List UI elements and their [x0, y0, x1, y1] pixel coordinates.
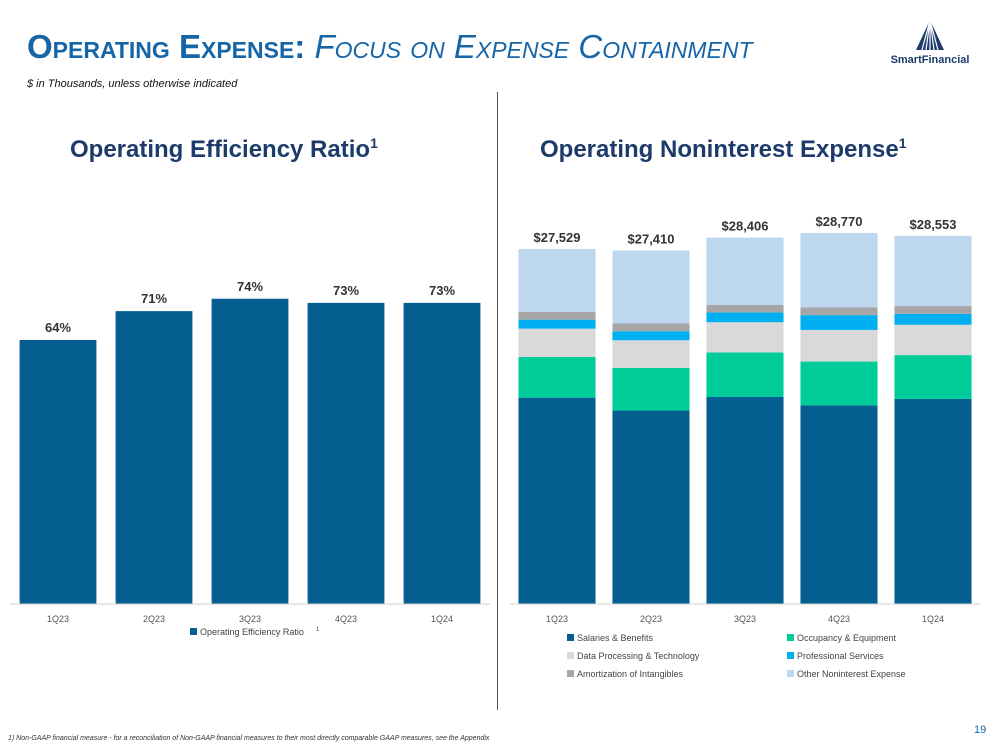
expense-segment: [706, 312, 784, 323]
expense-segment: [706, 322, 784, 353]
legend-swatch: [567, 652, 574, 659]
efficiency-bar-1Q23: [19, 340, 97, 604]
x-tick-label: 4Q23: [335, 614, 357, 624]
x-tick-label: 2Q23: [143, 614, 165, 624]
legend-swatch: [567, 670, 574, 677]
expense-segment: [800, 405, 878, 604]
expense-segment: [612, 250, 690, 324]
expense-total-label: $27,529: [534, 230, 581, 245]
legend-sup: 1: [316, 627, 320, 633]
efficiency-bar-4Q23: [307, 302, 385, 604]
expense-segment: [894, 306, 972, 314]
expense-segment: [706, 397, 784, 604]
legend-swatch: [787, 652, 794, 659]
left-chart-title-text: Operating Efficiency Ratio: [70, 136, 371, 163]
right-chart-title-sup: 1: [898, 135, 907, 151]
efficiency-value-label: 73%: [333, 283, 359, 298]
x-tick-label: 3Q23: [734, 614, 756, 624]
company-logo: SmartFinancial: [884, 18, 976, 68]
x-tick-label: 1Q23: [546, 614, 568, 624]
expense-segment: [894, 324, 972, 356]
legend-swatch: [787, 634, 794, 641]
x-tick-label: 1Q24: [922, 614, 944, 624]
expense-segment: [612, 340, 690, 368]
expense-segment: [612, 331, 690, 341]
expense-segment: [612, 367, 690, 411]
expense-segment: [612, 410, 690, 604]
expense-segment: [706, 304, 784, 313]
right-chart-title-text: Operating Noninterest Expense: [540, 136, 899, 163]
legend-label: Other Noninterest Expense: [797, 669, 906, 679]
expense-segment: [518, 328, 596, 358]
efficiency-value-label: 71%: [141, 291, 167, 306]
expense-segment: [800, 307, 878, 316]
legend-label: Professional Services: [797, 651, 884, 661]
expense-segment: [518, 397, 596, 604]
legend-label: Operating Efficiency Ratio: [200, 627, 304, 637]
x-tick-label: 1Q23: [47, 614, 69, 624]
expense-segment: [894, 313, 972, 325]
expense-segment: [518, 248, 596, 312]
noninterest-expense-chart: $27,529 1Q23 $27,410 2Q23 $28,406 3Q23 $28,770…: [510, 214, 980, 679]
section-divider: [497, 92, 498, 710]
units-note: $ in Thousands, unless otherwise indicat…: [27, 78, 238, 90]
expense-segment: [800, 315, 878, 330]
x-tick-label: 2Q23: [640, 614, 662, 624]
legend-swatch: [190, 628, 197, 635]
legend-label: Amortization of Intangibles: [577, 669, 684, 679]
title-sub: Focus on Expense Containment: [314, 28, 753, 65]
right-chart-title: Operating Noninterest Expense1: [540, 135, 907, 164]
efficiency-value-label: 73%: [429, 283, 455, 298]
expense-total-label: $28,406: [722, 219, 769, 234]
expense-segment: [800, 361, 878, 406]
expense-segment: [518, 319, 596, 329]
legend-label: Salaries & Benefits: [577, 633, 654, 643]
expense-segment: [800, 232, 878, 308]
legend-label: Data Processing & Technology: [577, 651, 700, 661]
left-chart-title: Operating Efficiency Ratio1: [70, 135, 378, 164]
expense-total-label: $27,410: [628, 232, 675, 247]
efficiency-value-label: 64%: [45, 320, 71, 335]
x-tick-label: 1Q24: [431, 614, 453, 624]
expense-segment: [518, 357, 596, 398]
legend-swatch: [787, 670, 794, 677]
left-chart-title-sup: 1: [370, 135, 378, 151]
expense-segment: [894, 355, 972, 399]
efficiency-bar-3Q23: [211, 298, 289, 604]
expense-segment: [800, 329, 878, 362]
logo-text: SmartFinancial: [890, 54, 970, 66]
efficiency-bar-2Q23: [115, 311, 193, 604]
expense-segment: [706, 352, 784, 398]
logo-mark-icon: [916, 19, 944, 51]
footnote: 1) Non-GAAP financial measure - for a re…: [8, 735, 490, 742]
expense-segment: [894, 235, 972, 307]
expense-total-label: $28,553: [910, 217, 957, 232]
x-tick-label: 3Q23: [239, 614, 261, 624]
x-tick-label: 4Q23: [828, 614, 850, 624]
expense-segment: [894, 398, 972, 604]
title-main: Operating Expense:: [27, 28, 306, 65]
expense-segment: [706, 237, 784, 305]
legend-label: Occupancy & Equipment: [797, 633, 897, 643]
expense-segment: [612, 323, 690, 332]
expense-segment: [518, 311, 596, 320]
efficiency-value-label: 74%: [237, 279, 263, 294]
legend-swatch: [567, 634, 574, 641]
page-number: 19: [974, 724, 987, 736]
efficiency-ratio-chart: 64% 1Q23 71% 2Q23 74% 3Q23 73% 4Q23 73% 1Q24 Opera…: [10, 279, 490, 637]
page-title: Operating Expense: Focus on Expense Cont…: [27, 28, 753, 66]
expense-total-label: $28,770: [816, 214, 863, 229]
efficiency-bar-1Q24: [403, 302, 481, 604]
